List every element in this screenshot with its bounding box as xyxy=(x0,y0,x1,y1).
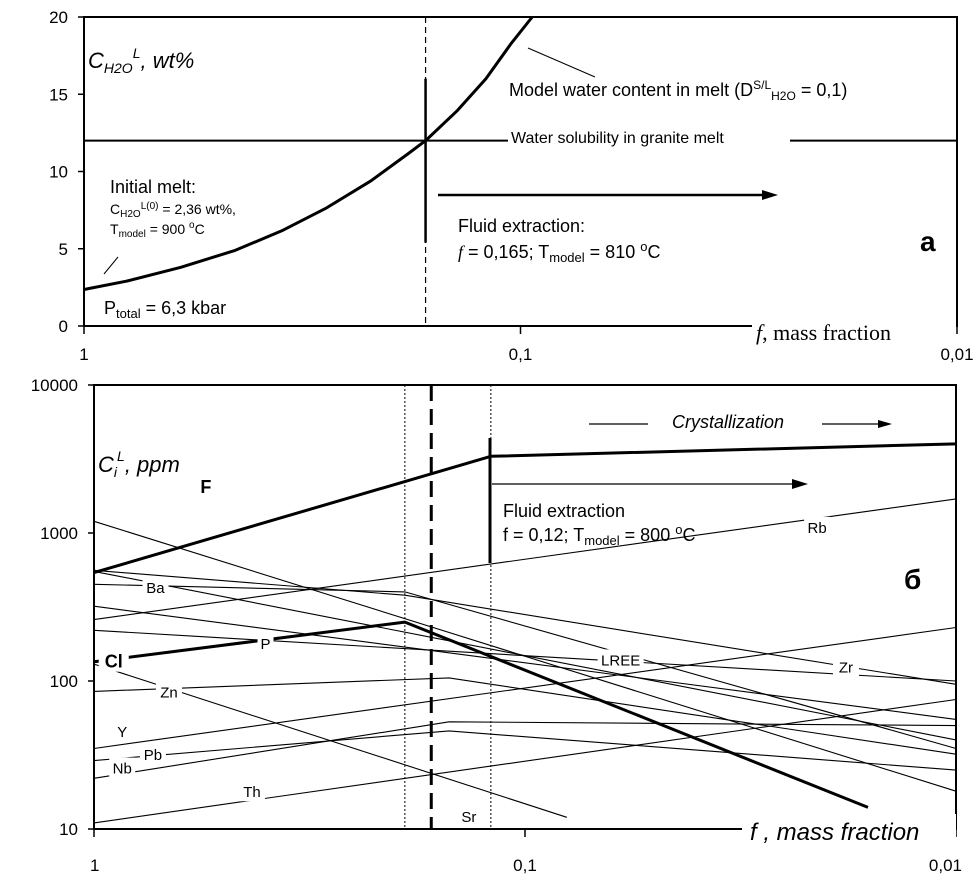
initial-melt-leader xyxy=(103,256,119,275)
panel-b-x-tick-label-1: 1 xyxy=(90,856,99,875)
panel-a-series xyxy=(83,16,534,291)
panel-b-y-tick-label-100: 100 xyxy=(50,672,78,691)
panel-a-x-tick-label-1: 1 xyxy=(79,345,88,364)
panel-a-x-label: f, mass fraction xyxy=(756,320,891,345)
series-label-th: Th xyxy=(243,784,261,801)
series-label-bg-zn xyxy=(155,681,182,702)
series-label-zr: Zr xyxy=(839,660,853,677)
panel-a-ticks: 0 5 10 15 20 1 0,1 0,01 xyxy=(49,8,973,364)
panel-a-y-tick-label-20: 20 xyxy=(49,8,68,27)
solubility-label-background xyxy=(508,124,790,148)
series-label-bg-p xyxy=(257,633,274,654)
series-label-f: F xyxy=(200,477,211,497)
series-line-cl xyxy=(93,620,869,809)
panel-a-x-tick-label-0,01: 0,01 xyxy=(940,345,973,364)
series-line-nb xyxy=(93,721,957,779)
panel-a-y-label: CH2OL, wt% xyxy=(88,45,194,76)
series-label-lree: LREE xyxy=(601,652,640,669)
fluid-extraction-arrowhead-b xyxy=(792,479,808,489)
series-label-zn: Zn xyxy=(160,684,178,701)
panel-a-label: a xyxy=(920,226,936,257)
panel-b-x-label: f , mass fraction xyxy=(750,819,919,846)
panel-a: 0 5 10 15 20 1 0,1 0,01 CH2OL, wt% f, mass frac… xyxy=(49,8,973,364)
fluid-extraction-title-b: Fluid extraction xyxy=(503,501,625,521)
pressure-annotation: Ptotal = 6,3 kbar xyxy=(104,298,226,321)
crystallization-arrowhead xyxy=(878,420,892,428)
initial-concentration-annotation: CH2OL(0) = 2,36 wt%, xyxy=(110,201,236,220)
series-label-bg-lree xyxy=(597,649,644,670)
fluid-extraction-arrowhead-a xyxy=(762,190,778,200)
series-label-bg-rb xyxy=(804,516,831,537)
panel-b-ticks: 10 100 1000 10000 1 0,1 0,01 xyxy=(31,376,962,875)
panel-a-y-tick-label-15: 15 xyxy=(49,85,68,104)
fluid-extraction-params-b: f = 0,12; Tmodel = 800 oC xyxy=(503,522,695,548)
panel-b-label: б xyxy=(904,564,921,595)
solubility-annotation: Water solubility in granite melt xyxy=(511,130,724,147)
panel-b: F Cl Rb Ba Zr LREE P Zn Y Pb Nb Th Sr 10 100 1000 10000… xyxy=(31,376,962,875)
panel-b-series-labels: F Cl Rb Ba Zr LREE P Zn Y Pb Nb Th Sr xyxy=(98,476,859,827)
series-line-th xyxy=(93,698,957,824)
panel-a-reference-lines xyxy=(84,17,957,326)
series-line-lree xyxy=(93,570,957,741)
fluid-extraction-title-a: Fluid extraction: xyxy=(458,216,585,236)
series-label-bg-f xyxy=(196,476,215,497)
series-label-bg-nb xyxy=(109,757,136,778)
panel-a-x-label-background xyxy=(752,318,956,342)
panel-b-y-label: CiL, ppm xyxy=(98,448,180,480)
series-label-ba: Ba xyxy=(146,580,165,597)
series-label-p: P xyxy=(261,636,271,653)
series-line-pb xyxy=(93,730,957,771)
panel-b-plot-frame xyxy=(93,384,957,830)
series-label-rb: Rb xyxy=(808,520,827,537)
series-label-pb: Pb xyxy=(144,747,162,764)
series-label-sr: Sr xyxy=(461,809,476,826)
series-line-ba xyxy=(93,569,957,685)
series-label-bg-y xyxy=(114,720,131,741)
panel-b-x-tick-label-0,1: 0,1 xyxy=(513,856,537,875)
model-water-leader xyxy=(527,47,596,78)
series-label-bg-ba xyxy=(142,577,169,598)
series-label-bg-cl xyxy=(98,651,129,672)
panel-b-y-tick-label-1000: 1000 xyxy=(40,524,78,543)
series-line-y xyxy=(93,626,957,750)
series-line-unlabeled-13 xyxy=(93,583,957,750)
series-label-nb: Nb xyxy=(113,761,132,778)
model-water-content-curve xyxy=(83,16,534,291)
initial-temperature-annotation: Tmodel = 900 oC xyxy=(110,220,205,240)
series-label-bg-sr xyxy=(455,806,482,827)
panel-a-y-tick-label-0: 0 xyxy=(59,317,68,336)
panel-b-x-tick-label-0,01: 0,01 xyxy=(929,856,962,875)
panel-a-x-tick-label-0,1: 0,1 xyxy=(509,345,533,364)
panel-b-series xyxy=(93,442,957,824)
series-label-cl: Cl xyxy=(105,652,123,672)
series-label-bg-zr xyxy=(832,656,859,677)
panel-b-y-tick-label-10: 10 xyxy=(59,820,78,839)
panel-a-y-tick-label-10: 10 xyxy=(49,163,68,182)
series-label-bg-th xyxy=(238,781,265,802)
fluid-extraction-params-a: f = 0,165; Tmodel = 810 oC xyxy=(458,239,660,265)
panel-a-plot-frame xyxy=(83,16,958,327)
series-line-unlabeled-14 xyxy=(93,605,957,720)
initial-melt-annotation: Initial melt: xyxy=(110,177,196,197)
series-line-zn xyxy=(93,677,957,755)
panel-b-x-label-background xyxy=(742,814,956,844)
series-line-p xyxy=(93,520,957,792)
model-water-annotation: Model water content in melt (DS/LH2O = 0… xyxy=(509,78,847,103)
crystallization-label: Crystallization xyxy=(672,412,784,432)
series-label-bg-pb xyxy=(139,744,166,765)
panel-a-y-tick-label-5: 5 xyxy=(59,240,68,259)
panel-b-y-tick-label-10000: 10000 xyxy=(31,376,78,395)
series-label-y: Y xyxy=(117,724,127,741)
